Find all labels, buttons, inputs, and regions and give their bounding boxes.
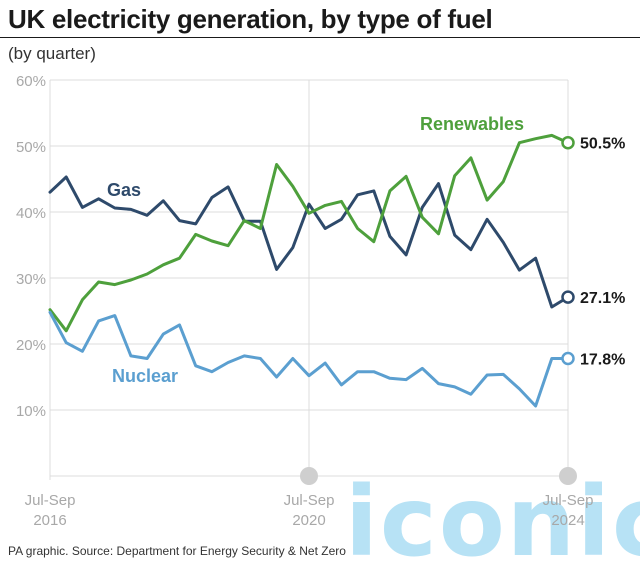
y-tick-label: 20% bbox=[16, 337, 46, 354]
title-divider bbox=[0, 37, 640, 38]
y-tick-label: 50% bbox=[16, 139, 46, 156]
series-name-gas: Gas bbox=[107, 180, 141, 200]
axes: 10% 20% 30% 40% 50% 60% Jul-Sep 2016 Jul-Sep 2020… bbox=[16, 73, 593, 529]
x-tick-label: Jul-Sep bbox=[25, 492, 76, 509]
labels: 27.1% 50.5% 17.8% Gas Renewables Nuclear bbox=[107, 114, 625, 386]
watermark-logo: iconic bbox=[345, 466, 640, 564]
grid bbox=[49, 79, 577, 485]
y-tick-label: 60% bbox=[16, 73, 46, 90]
series-name-nuclear: Nuclear bbox=[112, 366, 178, 386]
series-line-nuclear bbox=[48, 310, 570, 408]
source-note: PA graphic. Source: Department for Energ… bbox=[8, 544, 346, 558]
x-tick-label-year: 2024 bbox=[551, 512, 584, 529]
end-label-nuclear: 17.8% bbox=[580, 352, 625, 369]
y-tick-label: 30% bbox=[16, 271, 46, 288]
end-marker-renewables bbox=[561, 135, 575, 150]
end-label-gas: 27.1% bbox=[580, 290, 625, 307]
series-line-renewables bbox=[48, 133, 570, 333]
x-tick-label: Jul-Sep bbox=[284, 492, 335, 509]
end-label-renewables: 50.5% bbox=[580, 136, 625, 153]
x-tick-label-year: 2016 bbox=[33, 512, 66, 529]
y-tick-label: 10% bbox=[16, 403, 46, 420]
series bbox=[48, 133, 575, 408]
series-line-gas bbox=[48, 175, 570, 309]
end-marker-gas bbox=[561, 290, 575, 304]
y-tick-label: 40% bbox=[16, 205, 46, 222]
x-tick-label-year: 2020 bbox=[292, 512, 325, 529]
x-tick-marker bbox=[300, 467, 318, 485]
series-name-renewables: Renewables bbox=[420, 114, 524, 134]
end-marker-nuclear bbox=[561, 351, 575, 366]
x-tick-label: Jul-Sep bbox=[543, 492, 594, 509]
x-tick-marker bbox=[559, 467, 577, 485]
chart-subtitle: (by quarter) bbox=[8, 44, 96, 63]
watermark: iconic bbox=[345, 466, 640, 564]
chart-title: UK electricity generation, by type of fu… bbox=[8, 4, 493, 34]
